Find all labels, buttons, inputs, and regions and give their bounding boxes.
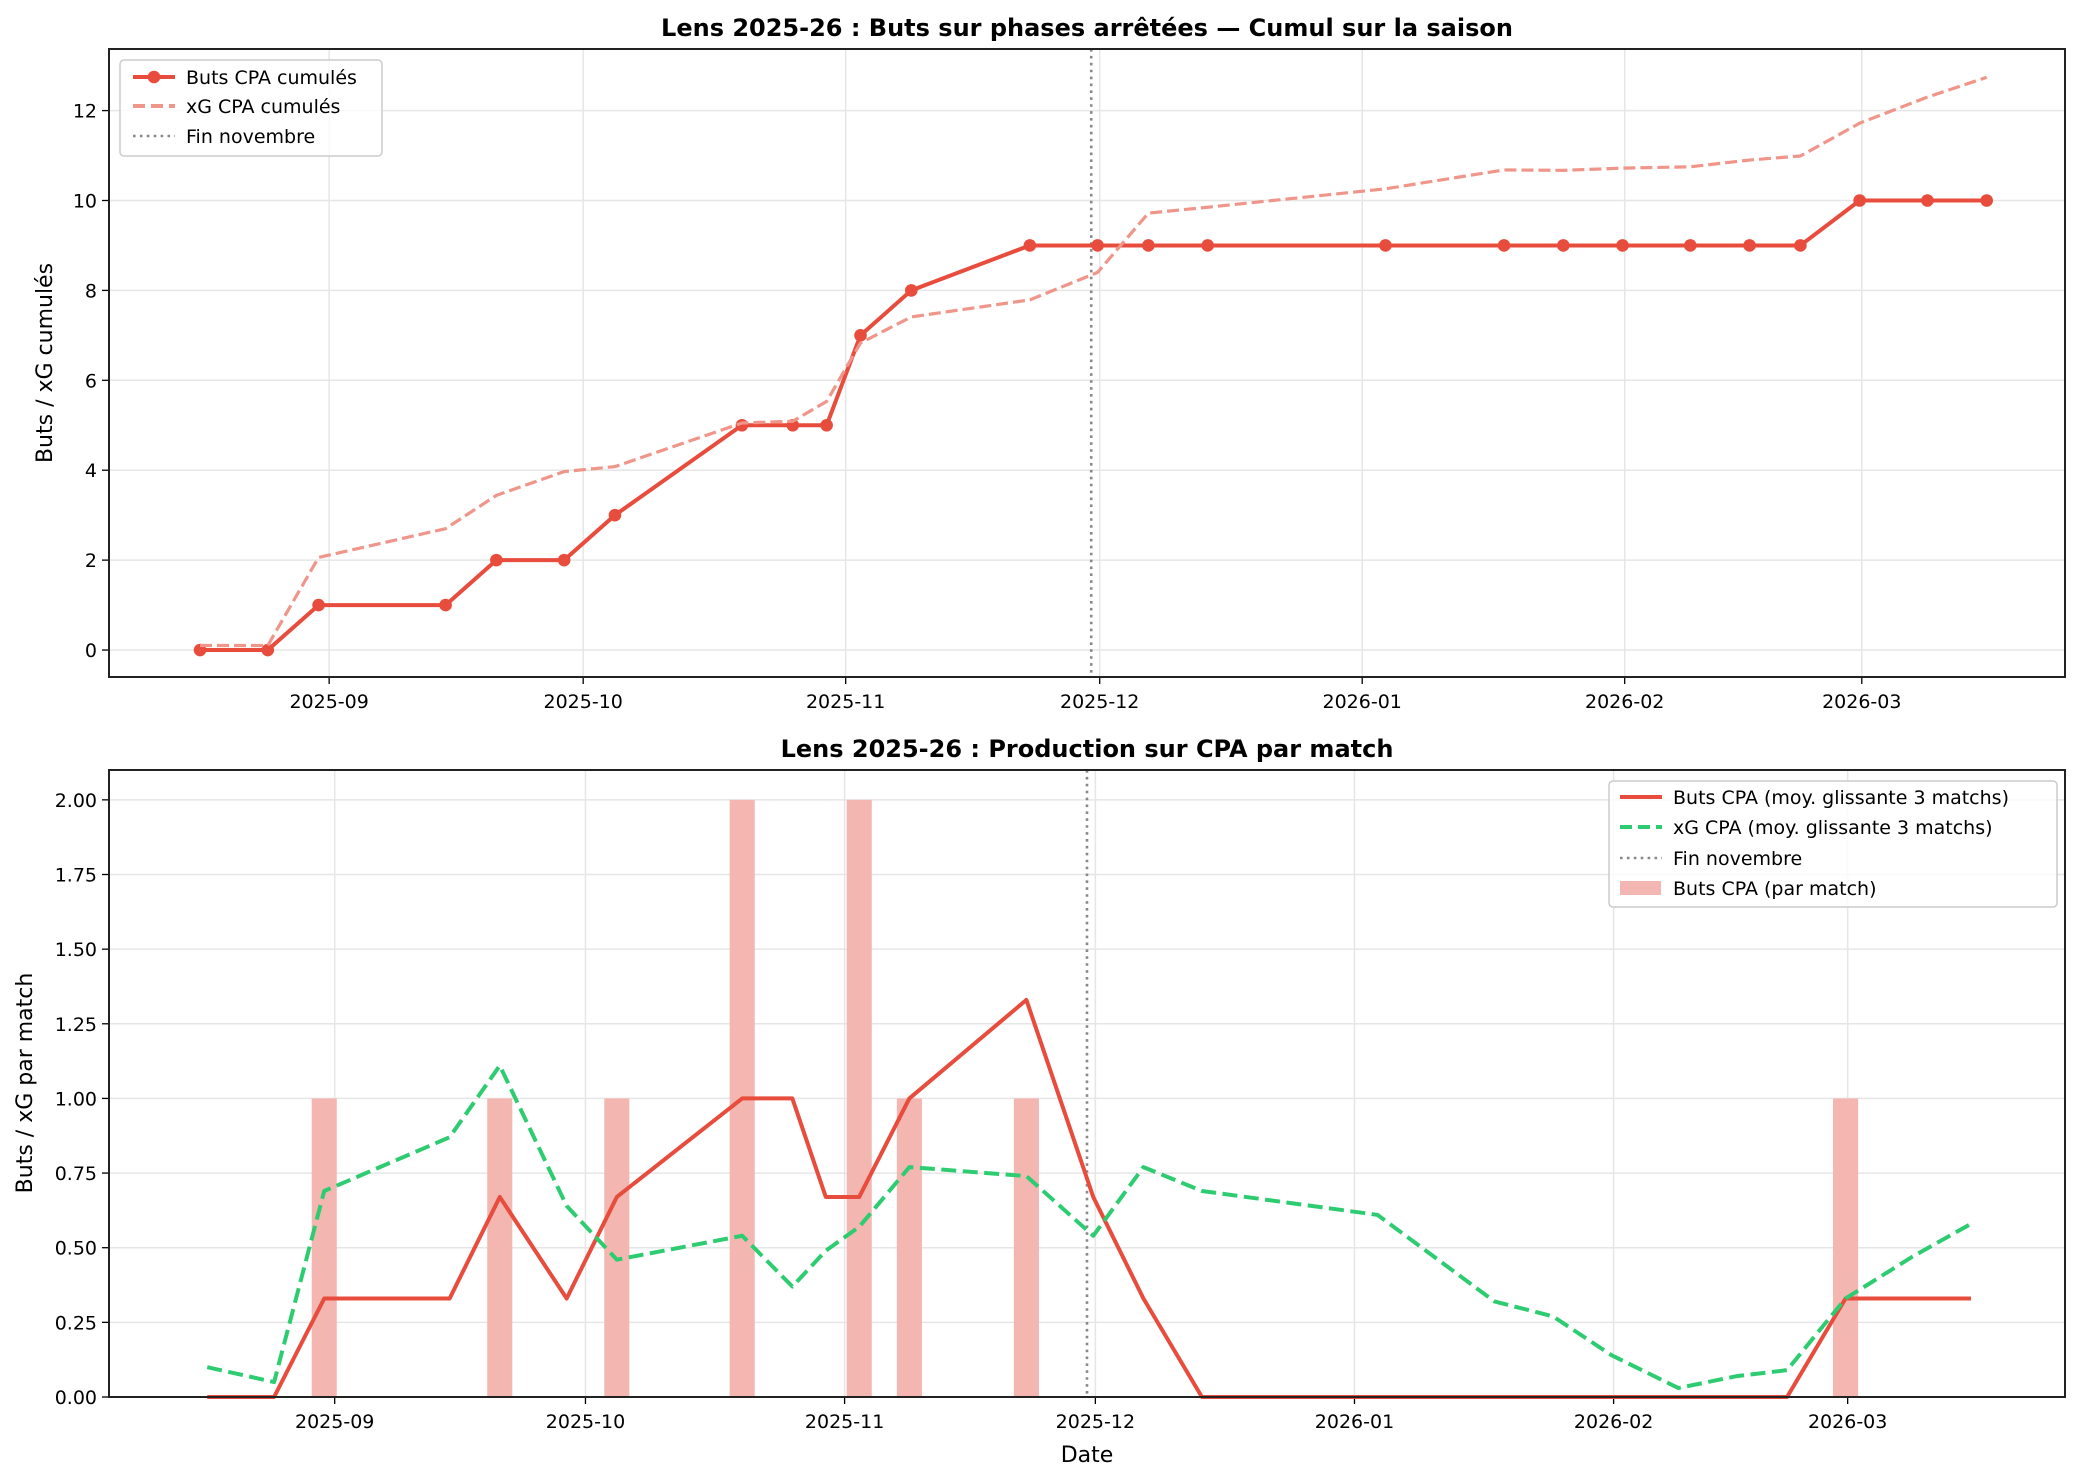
per-match-chart: Lens 2025-26 : Production sur CPA par ma… — [13, 735, 2066, 1468]
data-point — [312, 598, 325, 612]
legend-box — [1608, 780, 2058, 908]
data-point — [261, 643, 275, 657]
data-point — [1201, 239, 1214, 252]
data-point — [1794, 239, 1807, 252]
cumulative-chart: Lens 2025-26 : Buts sur phases arrêtées … — [33, 14, 2066, 713]
data-point — [1743, 239, 1756, 252]
legend-marker — [147, 70, 161, 84]
x-tick-label: 2026-03 — [1808, 1411, 1887, 1433]
chart-title: Lens 2025-26 : Production sur CPA par ma… — [781, 735, 1394, 763]
legend-label: xG CPA cumulés — [186, 96, 340, 118]
bar — [1833, 1098, 1859, 1397]
axes-frame — [108, 48, 2066, 678]
data-point — [1853, 194, 1866, 207]
bar — [1013, 1098, 1039, 1397]
x-tick-label: 2026-03 — [1822, 691, 1901, 713]
x-tick-label: 2025-10 — [543, 691, 622, 713]
series-line — [200, 198, 1987, 653]
y-tick-label: 1.75 — [55, 865, 97, 887]
data-point — [557, 553, 571, 567]
y-tick-label: 0.50 — [55, 1238, 97, 1260]
y-tick-label: 1.50 — [55, 939, 97, 961]
x-tick-label: 2026-02 — [1574, 1411, 1653, 1433]
y-tick-label: 6 — [85, 370, 97, 392]
x-tick-label: 2026-01 — [1315, 1411, 1394, 1433]
data-point — [490, 553, 503, 567]
legend: Buts CPA cumulés xG CPA cumulés Fin novemb… — [119, 59, 383, 157]
axes-frame — [108, 769, 2066, 1398]
legend-label: Buts CPA (par match) — [1673, 878, 1876, 900]
series-line — [200, 75, 1988, 648]
legend-swatch — [1620, 881, 1661, 895]
x-tick-label: 2026-02 — [1585, 691, 1664, 713]
legend-label: Fin novembre — [186, 126, 315, 148]
data-point — [1023, 239, 1037, 252]
legend-handle — [1620, 881, 1661, 895]
data-point — [1616, 239, 1629, 252]
x-tick-label: 2025-09 — [289, 691, 368, 713]
legend-handle — [133, 70, 175, 84]
data-point — [1497, 239, 1511, 252]
x-tick-label: 2025-09 — [295, 1411, 374, 1433]
y-tick-label: 0.00 — [55, 1387, 97, 1409]
y-tick-label: 0.75 — [55, 1163, 97, 1185]
legend-label: Fin novembre — [1673, 848, 1802, 870]
bar — [604, 1098, 630, 1397]
data-point — [904, 284, 918, 297]
bar — [311, 1098, 337, 1397]
legend-box — [119, 59, 383, 157]
x-tick-label: 2025-12 — [1056, 1411, 1135, 1433]
data-point — [1556, 239, 1570, 252]
x-tick-label: 2025-12 — [1060, 691, 1139, 713]
data-point — [1379, 239, 1392, 252]
y-axis-label: Buts / xG cumulés — [33, 263, 58, 463]
series-line — [206, 1063, 1972, 1391]
x-tick-label: 2025-11 — [805, 1411, 884, 1433]
legend-label: Buts CPA cumulés — [186, 67, 357, 89]
data-point — [820, 418, 833, 432]
y-tick-label: 1.25 — [55, 1014, 97, 1036]
bar — [896, 1098, 922, 1397]
legend-label: Buts CPA (moy. glissante 3 matchs) — [1673, 787, 2009, 809]
data-point — [854, 329, 867, 342]
y-tick-label: 12 — [73, 101, 97, 123]
data-point — [439, 598, 452, 612]
y-tick-label: 2.00 — [55, 790, 97, 812]
x-axis-label: Date — [1061, 1443, 1114, 1468]
chart-title: Lens 2025-26 : Buts sur phases arrêtées … — [661, 14, 1513, 42]
y-tick-label: 10 — [73, 190, 97, 212]
data-point — [1921, 194, 1934, 207]
data-point — [608, 508, 622, 522]
y-tick-label: 0 — [85, 640, 97, 662]
bar — [487, 1098, 513, 1397]
y-tick-label: 2 — [85, 550, 97, 572]
x-tick-label: 2026-01 — [1322, 691, 1401, 713]
y-tick-label: 4 — [85, 460, 97, 482]
series-line — [207, 997, 1971, 1399]
data-point — [1684, 239, 1697, 252]
grid — [102, 49, 2065, 684]
plot-area — [193, 49, 1993, 677]
legend-label: xG CPA (moy. glissante 3 matchs) — [1673, 817, 1993, 839]
y-axis-label: Buts / xG par match — [13, 973, 38, 1194]
y-tick-label: 0.25 — [55, 1312, 97, 1334]
legend: Buts CPA (moy. glissante 3 matchs) xG CPA… — [1608, 780, 2058, 908]
data-point — [1980, 194, 1993, 207]
x-tick-label: 2025-11 — [806, 691, 885, 713]
y-tick-label: 1.00 — [55, 1088, 97, 1110]
data-point — [1091, 239, 1104, 252]
bar — [846, 799, 872, 1397]
data-point — [1142, 239, 1155, 252]
y-tick-label: 8 — [85, 280, 97, 302]
x-tick-label: 2025-10 — [546, 1411, 625, 1433]
